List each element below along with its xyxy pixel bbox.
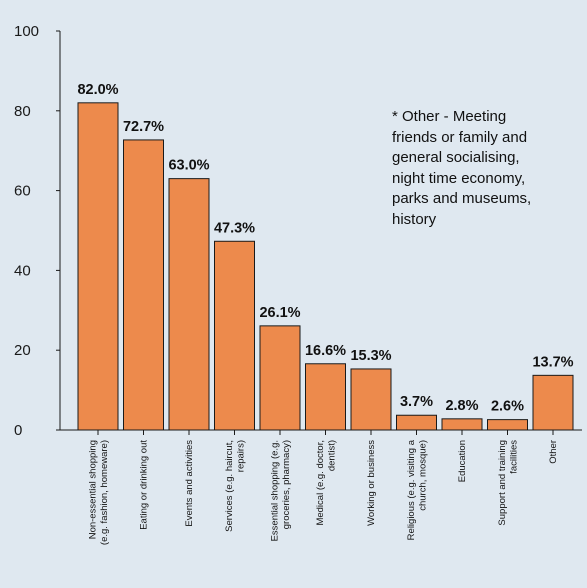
data-label: 16.6% (305, 343, 346, 359)
category-label: Essential shopping (e.g.groceries, pharm… (269, 440, 292, 541)
data-label: 82.0% (77, 82, 118, 98)
y-tick-label: 80 (14, 103, 31, 120)
category-label: Medical (e.g. doctor,dentist) (315, 440, 338, 526)
category-label: Religious (e.g. visiting achurch, mosque… (406, 439, 429, 540)
data-label: 72.7% (123, 119, 164, 135)
y-tick-label: 100 (14, 23, 39, 40)
bar (487, 419, 528, 431)
category-label: Services (e.g. haircut,repairs) (224, 440, 247, 532)
bar (259, 325, 301, 431)
data-label: 63.0% (168, 158, 209, 174)
footnote-line: general socialising, (392, 149, 520, 166)
bar (305, 363, 346, 431)
footnote-line: * Other - Meeting (392, 108, 507, 125)
y-tick-label: 60 (14, 183, 31, 200)
bar (396, 414, 437, 431)
category-labels: Non-essential shopping(e.g. fashion, hom… (87, 439, 559, 545)
y-tick-label: 20 (14, 342, 31, 359)
footnote-line: parks and museums, (392, 190, 532, 207)
data-labels: 82.0% 72.7% 63.0% 47.3% 26.1% 16.6% 15.3% 3.7% 2… (77, 82, 573, 415)
bar (168, 178, 210, 431)
data-label: 26.1% (259, 305, 300, 321)
y-tick-label: 40 (14, 262, 31, 279)
bars (77, 102, 574, 431)
data-label: 2.8% (445, 398, 478, 414)
category-label: Support and trainingfacilities (497, 440, 520, 526)
bar (77, 102, 119, 431)
data-label: 13.7% (532, 354, 573, 370)
data-label: 2.6% (491, 399, 524, 415)
category-label: Events and activities (184, 440, 195, 527)
category-label: Non-essential shopping(e.g. fashion, hom… (87, 440, 110, 545)
footnote-line: night time economy, (392, 169, 526, 187)
y-tick-label: 0 (14, 422, 22, 439)
data-label: 47.3% (214, 220, 255, 236)
category-label: Other (548, 440, 559, 464)
bar (350, 368, 392, 431)
other-footnote: * Other - Meeting friends or family and … (392, 107, 582, 230)
data-label: 15.3% (350, 348, 391, 364)
footnote-line: history (392, 210, 437, 228)
bar (123, 139, 164, 431)
data-label: 3.7% (400, 394, 433, 410)
category-label: Working or business (366, 440, 377, 526)
category-label: Eating or drinking out (139, 440, 150, 530)
bar (214, 240, 255, 431)
category-label: Education (457, 440, 468, 482)
bar (532, 374, 574, 431)
footnote-line: friends or family and (392, 128, 528, 146)
bar (441, 418, 483, 431)
